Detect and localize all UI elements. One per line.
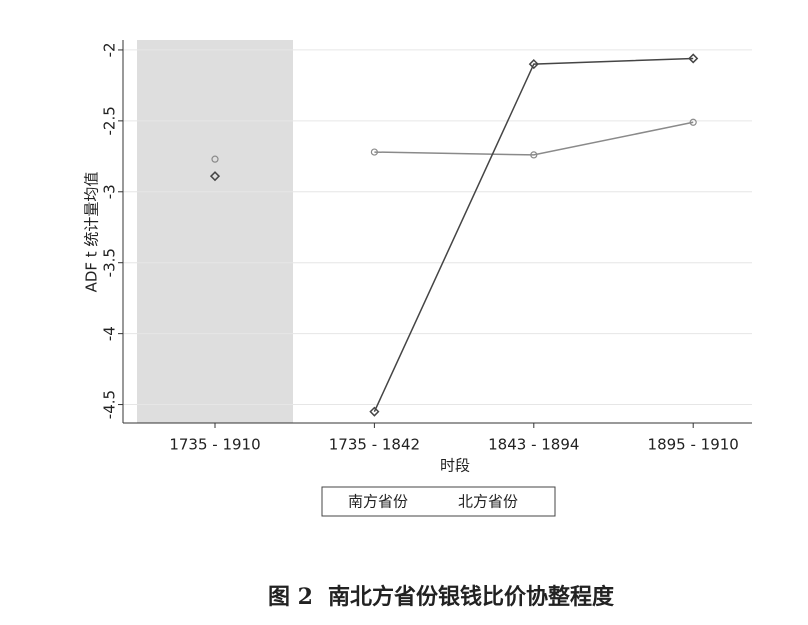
data-point	[209, 171, 221, 182]
x-tick-label: 1843 - 1894	[488, 436, 579, 454]
caption-label: 图 2	[268, 584, 313, 610]
y-tick-label: -2	[101, 42, 119, 57]
legend-box	[321, 486, 556, 517]
x-tick-label: 1895 - 1910	[648, 436, 739, 454]
y-tick-label: -4	[101, 326, 119, 341]
data-point	[370, 148, 378, 156]
data-point	[530, 151, 538, 159]
x-axis-label: 时段	[440, 457, 470, 475]
series-line	[374, 121, 694, 156]
data-point	[369, 406, 380, 417]
data-point	[211, 155, 219, 163]
data-point	[688, 53, 699, 64]
y-tick-label: -3.5	[101, 248, 119, 277]
data-point	[528, 59, 539, 70]
x-tick-label: 1735 - 1842	[329, 436, 420, 454]
data-point	[689, 118, 697, 126]
caption: 南北方省份银钱比价协整程度	[328, 584, 615, 610]
y-tick-label: -4.5	[101, 390, 119, 419]
legend-label: 北方省份	[458, 493, 518, 511]
y-tick-label: -3	[101, 184, 119, 199]
series-line	[373, 57, 694, 412]
y-axis-label: ADF t 统计量均值	[83, 172, 101, 293]
y-tick-label: -2.5	[101, 106, 119, 135]
shaded-band	[137, 40, 293, 423]
x-tick-label: 1735 - 1910	[169, 436, 260, 454]
legend-label: 南方省份	[348, 493, 408, 511]
